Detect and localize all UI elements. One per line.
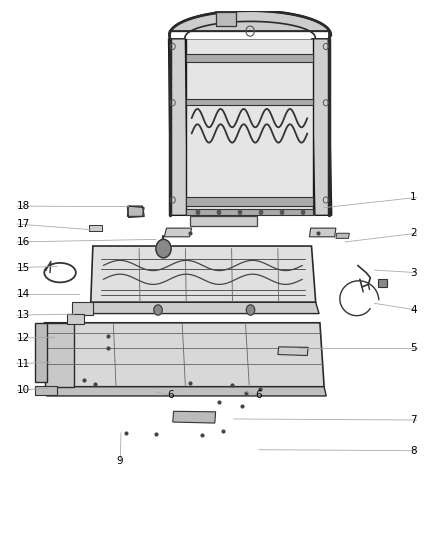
Circle shape (196, 210, 200, 214)
Text: 13: 13 (17, 310, 30, 320)
Polygon shape (186, 54, 313, 62)
Polygon shape (215, 12, 236, 26)
Polygon shape (67, 313, 84, 324)
Polygon shape (186, 99, 313, 106)
Text: 12: 12 (17, 333, 30, 343)
Text: 5: 5 (410, 343, 417, 353)
Polygon shape (35, 323, 47, 382)
Polygon shape (46, 387, 326, 396)
Polygon shape (378, 279, 387, 287)
Polygon shape (169, 39, 187, 215)
Text: 8: 8 (410, 446, 417, 456)
Text: 18: 18 (17, 201, 30, 211)
Polygon shape (186, 197, 313, 206)
Text: 1: 1 (410, 192, 417, 203)
Polygon shape (170, 11, 331, 39)
Text: 3: 3 (410, 268, 417, 278)
Polygon shape (35, 386, 57, 395)
Polygon shape (45, 323, 324, 387)
Polygon shape (91, 246, 316, 302)
Text: 6: 6 (167, 391, 174, 400)
Polygon shape (72, 302, 93, 315)
Text: 11: 11 (17, 359, 30, 369)
Text: 4: 4 (410, 305, 417, 315)
Circle shape (301, 210, 305, 214)
Polygon shape (127, 206, 144, 216)
Polygon shape (190, 216, 257, 225)
Text: 7: 7 (410, 415, 417, 425)
Polygon shape (45, 323, 74, 387)
Polygon shape (186, 209, 313, 215)
Polygon shape (89, 224, 102, 231)
Polygon shape (311, 39, 332, 215)
Polygon shape (336, 233, 350, 238)
Polygon shape (89, 302, 319, 313)
Polygon shape (164, 228, 192, 237)
Text: 14: 14 (17, 288, 30, 298)
Circle shape (238, 210, 242, 214)
Text: 15: 15 (17, 263, 30, 272)
Text: 9: 9 (117, 456, 124, 466)
Circle shape (217, 210, 221, 214)
Polygon shape (215, 6, 236, 12)
Circle shape (246, 305, 255, 315)
Polygon shape (309, 228, 336, 237)
Circle shape (280, 210, 284, 214)
Circle shape (156, 239, 171, 258)
Polygon shape (173, 411, 215, 423)
Circle shape (259, 210, 263, 214)
Text: 2: 2 (410, 228, 417, 238)
Circle shape (154, 305, 162, 315)
Text: 6: 6 (256, 391, 262, 400)
Text: 16: 16 (17, 237, 30, 247)
Text: 17: 17 (17, 219, 30, 229)
Polygon shape (278, 347, 308, 356)
Text: 10: 10 (17, 385, 30, 395)
Polygon shape (186, 39, 313, 215)
